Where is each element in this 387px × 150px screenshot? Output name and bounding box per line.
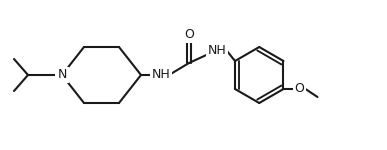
Text: O: O <box>295 82 305 96</box>
Text: NH: NH <box>207 45 226 57</box>
Text: N: N <box>57 69 67 81</box>
Text: O: O <box>184 28 194 42</box>
Text: NH: NH <box>152 69 170 81</box>
